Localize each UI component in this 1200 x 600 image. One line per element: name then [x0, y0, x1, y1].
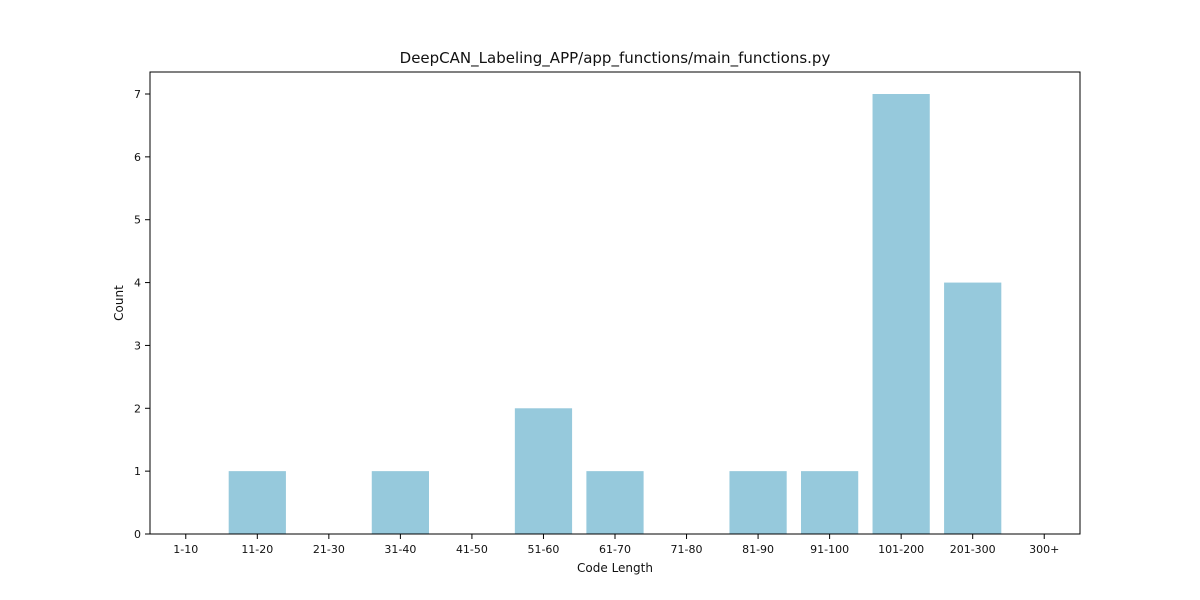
y-tick-label: 5 — [134, 214, 141, 227]
x-axis-ticks: 1-10 11-20 21-30 31-40 41-50 51-60 61-70 71-80 8… — [173, 534, 1059, 556]
x-tick-label: 81-90 — [742, 543, 774, 556]
bar-51-60 — [514, 408, 573, 534]
bar-11-20 — [228, 471, 286, 534]
x-tick-label: 61-70 — [599, 543, 631, 556]
x-tick-label: 201-300 — [950, 543, 996, 556]
y-tick-label: 3 — [134, 339, 141, 352]
bar-31-40 — [371, 471, 429, 534]
y-tick-label: 6 — [134, 151, 141, 164]
x-tick-label: 21-30 — [313, 543, 345, 556]
plot-area-frame — [149, 71, 1081, 535]
x-tick-label: 11-20 — [241, 543, 273, 556]
y-axis-ticks: 0 1 2 3 4 5 6 7 — [134, 88, 150, 541]
x-tick-label: 300+ — [1029, 543, 1059, 556]
y-tick-label: 7 — [134, 88, 141, 101]
x-tick-label: 41-50 — [456, 543, 488, 556]
bar-201-300 — [944, 282, 1002, 534]
y-axis-label: Count — [112, 285, 126, 321]
chart-title: DeepCAN_Labeling_APP/app_functions/main_… — [400, 49, 831, 68]
bar-91-100 — [801, 471, 859, 534]
y-tick-label: 1 — [134, 465, 141, 478]
x-tick-label: 1-10 — [173, 543, 198, 556]
x-tick-label: 101-200 — [878, 543, 924, 556]
y-tick-label: 0 — [134, 528, 141, 541]
x-axis-label: Code Length — [577, 561, 653, 575]
bar-61-70 — [586, 471, 644, 534]
x-tick-label: 71-80 — [671, 543, 703, 556]
bars-layer — [228, 94, 1002, 534]
bar-81-90 — [729, 471, 787, 534]
y-tick-label: 2 — [134, 402, 141, 415]
y-tick-label: 4 — [134, 277, 141, 290]
x-tick-label: 91-100 — [810, 543, 849, 556]
x-tick-label: 51-60 — [527, 543, 559, 556]
x-tick-label: 31-40 — [384, 543, 416, 556]
bar-101-200 — [872, 94, 930, 534]
